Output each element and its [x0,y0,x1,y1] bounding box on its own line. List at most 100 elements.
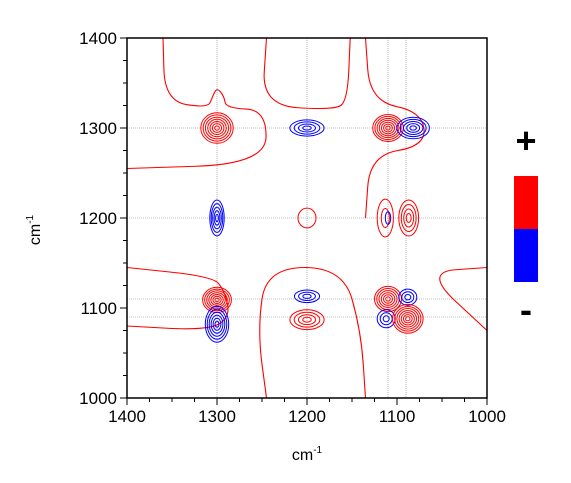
contour-line [210,203,224,233]
contour-line [204,288,230,312]
contour-line [209,199,225,237]
contour-line [302,125,312,131]
x-tick-label: 1300 [198,407,236,426]
gridlines [127,38,487,398]
contour-line [210,293,224,306]
axis-ticks [120,37,488,405]
contour-line [206,308,228,340]
contour-line [378,290,398,308]
contour-line [214,320,220,328]
contour-line [385,125,391,131]
background-contour [439,266,488,331]
background-contour [263,37,351,110]
contour-line [297,207,317,229]
contour-line [373,285,403,313]
contour-line [297,123,317,133]
contour-line [212,317,222,331]
y-axis-label-superscript: -1 [25,214,36,223]
contour-line [207,118,227,138]
y-tick-label: 1000 [79,389,117,408]
contour-line [402,121,424,135]
contour-line [298,291,316,302]
contour-line [214,297,220,303]
contour-line [202,114,232,142]
contour-line [293,121,321,135]
contour-line [208,311,226,337]
contour-line [211,123,223,133]
x-tick-label: 1000 [468,407,506,426]
contour-line [409,125,417,131]
x-tick-label: 1100 [379,407,416,426]
contour-line [400,203,417,233]
background-contour [259,266,367,399]
contour-line [405,212,412,224]
contour-line [406,123,421,133]
contour-line [391,303,424,334]
contour-line [399,118,427,138]
contour-line [302,293,312,299]
contour-line [380,292,396,306]
contour-line [385,296,391,302]
contour-line [398,199,420,237]
contour-line [202,286,232,314]
contour-line [293,311,321,328]
legend-positive-sign: + [515,120,536,161]
y-tick-label: 1400 [79,29,117,48]
contour-line [302,316,312,323]
contour-line [379,312,393,326]
contour-line [374,115,402,141]
x-axis-label-text: cm [292,447,313,464]
tick-labels: 1400 1300 1200 1100 1000 1000 1100 1200 1300 1400 [79,29,506,426]
y-axis-label: cm-1 [25,214,44,245]
contour-line [297,314,317,326]
background-contour [126,37,267,170]
y-axis-label-text: cm [27,224,44,245]
y-tick-label: 1100 [80,299,117,318]
contour-line [293,289,321,304]
contour-line [213,210,221,226]
contour-line [401,291,415,304]
contour-line [394,305,422,332]
contour-line [208,292,226,308]
contour-line [380,121,396,135]
x-tick-label: 1400 [108,407,146,426]
contour-line [212,295,222,305]
contour-line [204,305,230,343]
contour-line [209,120,225,136]
contour-line [289,119,325,137]
x-axis-label: cm-1 [292,445,323,464]
contour-plot [126,37,488,399]
contour-line [383,123,393,133]
contour-line [398,310,418,328]
contour-line [210,314,224,334]
contour-line [382,294,394,304]
x-axis-label-superscript: -1 [313,445,322,456]
contour-line [384,211,392,225]
contour-line [200,112,234,144]
contour-line [402,314,413,324]
contour-line [404,293,412,301]
contour-line [396,116,430,140]
contour-line [212,206,222,230]
color-legend: + - [514,120,538,330]
legend-positive-swatch [514,176,538,229]
contour-line [382,315,390,323]
contour-line [405,316,411,322]
legend-negative-sign: - [520,289,532,330]
y-tick-label: 1300 [79,119,117,138]
contour-line [403,208,415,228]
background-contour [364,37,425,219]
contour-line [376,117,400,139]
contour-line [396,308,420,330]
contour-line [376,309,396,329]
contour-line [214,125,220,131]
legend-negative-swatch [514,229,538,282]
contour-line [204,116,230,140]
contour-line [376,198,394,238]
x-tick-label: 1200 [288,407,326,426]
y-tick-label: 1200 [79,209,117,228]
contour-line [380,208,390,228]
contour-line [400,312,415,326]
contour-line [289,309,325,331]
